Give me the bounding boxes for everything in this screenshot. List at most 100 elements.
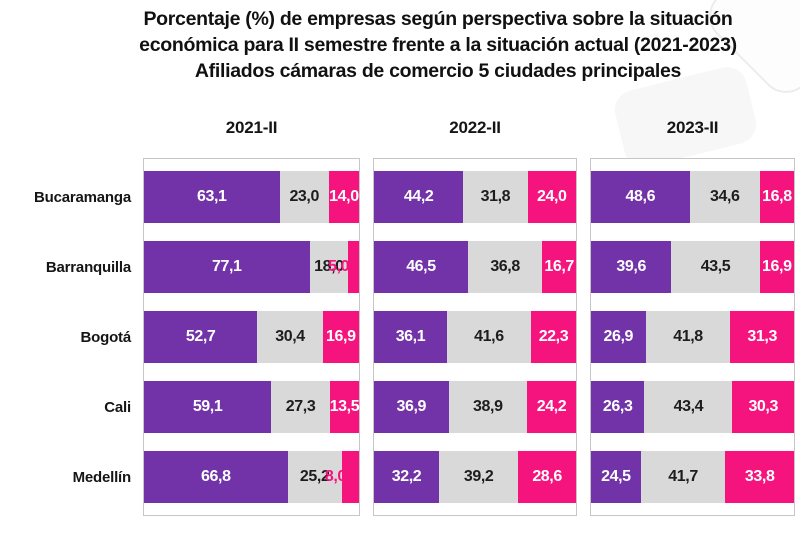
panel-headers: 2021-II 2022-II 2023-II <box>143 118 795 144</box>
value-label: 46,5 <box>406 258 436 275</box>
value-label: 24,0 <box>536 188 567 205</box>
bar-row: 46,5 36,8 16,7 <box>374 241 576 293</box>
value-label: 26,3 <box>602 398 633 415</box>
value-label: 25,2 <box>299 468 330 485</box>
value-label: 43,5 <box>700 258 731 275</box>
value-label: 30,3 <box>748 398 778 415</box>
category-label: Bogotá <box>80 328 132 346</box>
bar-segment-pink: 24,0 <box>527 171 576 223</box>
value-label: 31,8 <box>480 188 511 205</box>
value-label: 36,8 <box>490 258 520 275</box>
value-label: 44,2 <box>403 188 434 205</box>
value-label: 39,2 <box>463 468 494 485</box>
value-label: 26,9 <box>603 328 634 345</box>
value-label: 66,8 <box>201 468 231 485</box>
bar-segment-gray: 43,5 <box>671 241 760 293</box>
bar-segment-pink: 22,3 <box>530 311 576 363</box>
category-labels: Bucaramanga Barranquilla Bogotá Cali Medellí… <box>0 158 143 516</box>
stacked-bar-chart: 2021-II 2022-II 2023-II Bucaramanga Barranq… <box>0 118 795 516</box>
bar-row: 26,3 43,4 30,3 <box>591 381 794 433</box>
bar-segment-gray: 27,3 <box>271 381 330 433</box>
bar-row: 63,1 23,0 14,0 <box>144 171 359 223</box>
bar-segment-pink: 5,0 <box>328 241 359 293</box>
bar-segment-pink: 16,9 <box>759 241 794 293</box>
value-label: 27,3 <box>285 398 316 415</box>
bar-segment-pink: 33,8 <box>725 451 794 503</box>
bar-segment-purple: 26,3 <box>591 381 645 433</box>
value-label: 14,0 <box>329 188 359 205</box>
bar-segment-pink: 30,3 <box>732 381 794 433</box>
value-label: 41,7 <box>668 468 698 485</box>
value-label: 5,0 <box>328 258 350 275</box>
value-label: 18,0 <box>314 258 344 275</box>
bar-segment-pink: 8,0 <box>325 451 359 503</box>
panel-header: 2021-II <box>225 118 278 137</box>
bar-segment-purple: 36,1 <box>374 311 447 363</box>
bar-segment-purple: 66,8 <box>144 451 288 503</box>
bar-row: 48,6 34,6 16,8 <box>591 171 794 223</box>
category-label: Barranquilla <box>45 258 131 276</box>
value-label: 36,1 <box>395 328 426 345</box>
bar-segment-gray: 34,6 <box>689 171 760 223</box>
bar-segment-purple: 24,5 <box>591 451 641 503</box>
bar-row: 77,1 18,0 5,0 <box>144 241 359 293</box>
bar-segment-purple: 26,9 <box>591 311 646 363</box>
value-label: 30,4 <box>275 328 305 345</box>
bar-row: 36,1 41,6 22,3 <box>374 311 576 363</box>
panel-header: 2022-II <box>449 118 501 137</box>
bar-segment-pink: 16,8 <box>759 171 794 223</box>
bar-segment-gray: 30,4 <box>257 311 323 363</box>
bar-segment-pink: 31,3 <box>730 311 794 363</box>
value-label: 28,6 <box>532 468 562 485</box>
bar-segment-gray: 23,0 <box>279 171 329 223</box>
bar-segment-purple: 63,1 <box>144 171 280 223</box>
value-label: 41,6 <box>474 328 504 345</box>
bar-row: 24,5 41,7 33,8 <box>591 451 794 503</box>
bar-row: 39,6 43,5 16,9 <box>591 241 794 293</box>
bar-segment-gray: 38,9 <box>448 381 528 433</box>
bar-row: 66,8 25,2 8,0 <box>144 451 359 503</box>
bar-segment-pink: 24,2 <box>527 381 576 433</box>
value-label: 33,8 <box>744 468 775 485</box>
bar-segment-purple: 39,6 <box>591 241 672 293</box>
panel-2021-ii: 63,1 23,0 14,0 77,1 18,0 5,0 52,7 30,4 16,9 59,1 2… <box>143 158 360 516</box>
chart-title-line2: económica para II semestre frente a la s… <box>139 34 737 56</box>
bar-segment-purple: 52,7 <box>144 311 258 363</box>
bar-segment-purple: 32,2 <box>374 451 440 503</box>
value-label: 52,7 <box>185 328 216 345</box>
bar-segment-gray: 39,2 <box>439 451 519 503</box>
value-label: 59,1 <box>192 398 223 415</box>
bar-segment-pink: 28,6 <box>518 451 576 503</box>
value-label: 16,9 <box>326 328 356 345</box>
bar-segment-gray: 25,2 <box>287 451 342 503</box>
panels: 63,1 23,0 14,0 77,1 18,0 5,0 52,7 30,4 16,9 59,1 2… <box>143 158 795 516</box>
bar-segment-gray: 36,8 <box>467 241 543 293</box>
bar-segment-gray: 43,4 <box>644 381 733 433</box>
value-label: 36,9 <box>396 398 427 415</box>
value-label: 22,3 <box>538 328 569 345</box>
bar-segment-gray: 41,8 <box>645 311 731 363</box>
bar-row: 52,7 30,4 16,9 <box>144 311 359 363</box>
panel-header: 2023-II <box>666 118 719 137</box>
bar-segment-purple: 44,2 <box>374 171 464 223</box>
bar-row: 36,9 38,9 24,2 <box>374 381 576 433</box>
chart-title-line3: Afiliados cámaras de comercio 5 ciudades… <box>194 60 682 82</box>
bar-segment-purple: 48,6 <box>591 171 690 223</box>
chart-title: Porcentaje (%) de empresas según perspec… <box>82 6 794 84</box>
bar-segment-purple: 59,1 <box>144 381 272 433</box>
panel-2023-ii: 48,6 34,6 16,8 39,6 43,5 16,9 26,9 41,8 31,3 26,3… <box>590 158 795 516</box>
value-label: 34,6 <box>710 188 740 205</box>
value-label: 8,0 <box>324 468 346 485</box>
category-label: Medellín <box>72 468 132 486</box>
bar-segment-pink: 14,0 <box>328 171 359 223</box>
value-label: 63,1 <box>196 188 227 205</box>
bar-segment-purple: 36,9 <box>374 381 449 433</box>
value-label: 13,5 <box>329 398 360 415</box>
chart-body: Bucaramanga Barranquilla Bogotá Cali Medellí… <box>0 158 795 516</box>
bar-segment-pink: 13,5 <box>329 381 360 433</box>
bar-segment-gray: 41,7 <box>640 451 726 503</box>
value-label: 16,7 <box>544 258 574 275</box>
value-label: 31,3 <box>747 328 777 345</box>
value-label: 23,0 <box>289 188 319 205</box>
bar-segment-purple: 77,1 <box>144 241 310 293</box>
